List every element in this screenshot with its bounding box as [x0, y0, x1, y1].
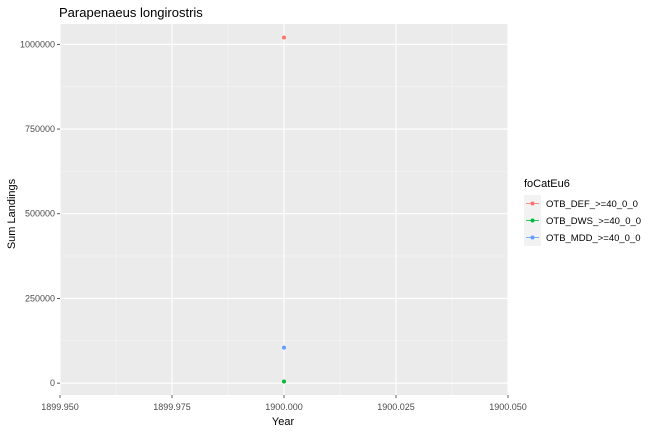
y-tick-label: 1000000 [20, 39, 55, 49]
x-tick-label: 1900.000 [265, 402, 303, 412]
chart-title: Parapenaeus longirostris [59, 5, 203, 20]
legend-label: OTB_MDD_>=40_0_0 [546, 233, 641, 244]
y-axis-title: Sum Landings [6, 178, 18, 249]
legend-title: foCatEu6 [524, 178, 570, 190]
x-tick-label: 1899.975 [153, 402, 191, 412]
x-tick-label: 1899.950 [41, 402, 79, 412]
data-point [282, 345, 286, 350]
x-tick-label: 1900.025 [377, 402, 415, 412]
legend: foCatEu6 OTB_DEF_>=40_0_0 OTB_DWS_>=40_0_… [524, 178, 641, 246]
x-axis: 1899.950 1899.975 1900.000 1900.025 1900.050 [41, 395, 527, 412]
y-tick-label: 250000 [25, 293, 55, 303]
legend-key-point [530, 235, 535, 240]
x-tick-label: 1900.050 [489, 402, 527, 412]
y-tick-label: 500000 [25, 209, 55, 219]
x-axis-title: Year [272, 416, 295, 428]
y-axis: 0 250000 500000 750000 1000000 [20, 39, 60, 388]
data-point [282, 35, 286, 40]
y-tick-label: 0 [50, 378, 55, 388]
legend-key-point [530, 201, 535, 206]
legend-label: OTB_DWS_>=40_0_0 [546, 216, 641, 227]
legend-label: OTB_DEF_>=40_0_0 [546, 199, 638, 210]
gridlines [59, 24, 509, 395]
y-tick-label: 750000 [25, 124, 55, 134]
data-point [282, 379, 286, 384]
legend-key-point [530, 218, 535, 223]
data-points [282, 35, 286, 384]
